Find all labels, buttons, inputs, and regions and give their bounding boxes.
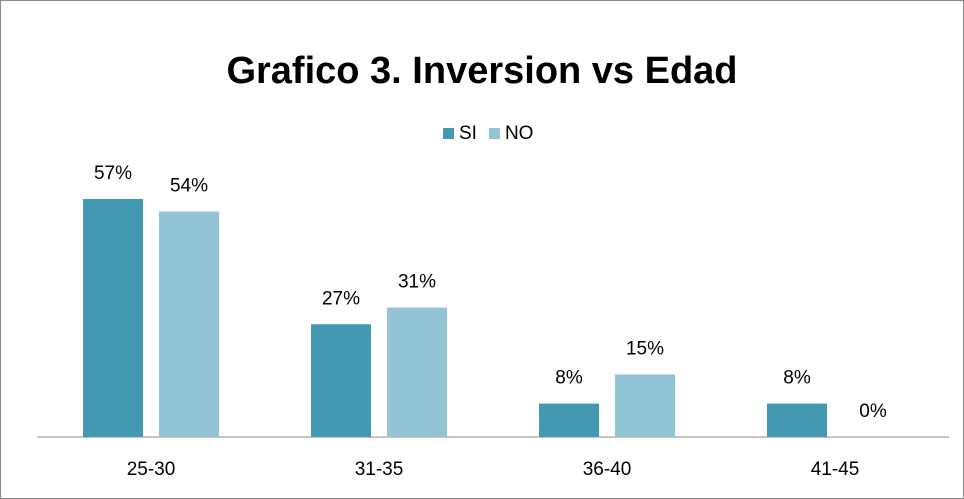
x-tick-label: 25-30 (127, 459, 176, 480)
data-label: 8% (783, 368, 811, 389)
bar (615, 374, 675, 437)
data-label: 27% (322, 288, 360, 309)
legend-swatch (443, 128, 454, 139)
data-label: 15% (626, 338, 664, 359)
x-tick-label: 31-35 (355, 459, 404, 480)
x-tick-label: 36-40 (583, 459, 632, 480)
x-tick-label: 41-45 (811, 459, 860, 480)
bar (159, 211, 219, 437)
data-label: 31% (398, 272, 436, 293)
data-label: 0% (859, 401, 887, 422)
legend-label: SI (459, 123, 477, 144)
data-label: 8% (555, 368, 583, 389)
bar (311, 324, 371, 437)
legend-swatch (488, 128, 500, 139)
data-label: 54% (170, 176, 208, 197)
bar (387, 307, 447, 437)
data-label: 57% (94, 163, 132, 184)
bar (83, 199, 143, 437)
legend-label: NO (505, 123, 534, 144)
bar (767, 403, 827, 437)
chart-title: Grafico 3. Inversion vs Edad (226, 50, 737, 92)
bar (539, 403, 599, 437)
